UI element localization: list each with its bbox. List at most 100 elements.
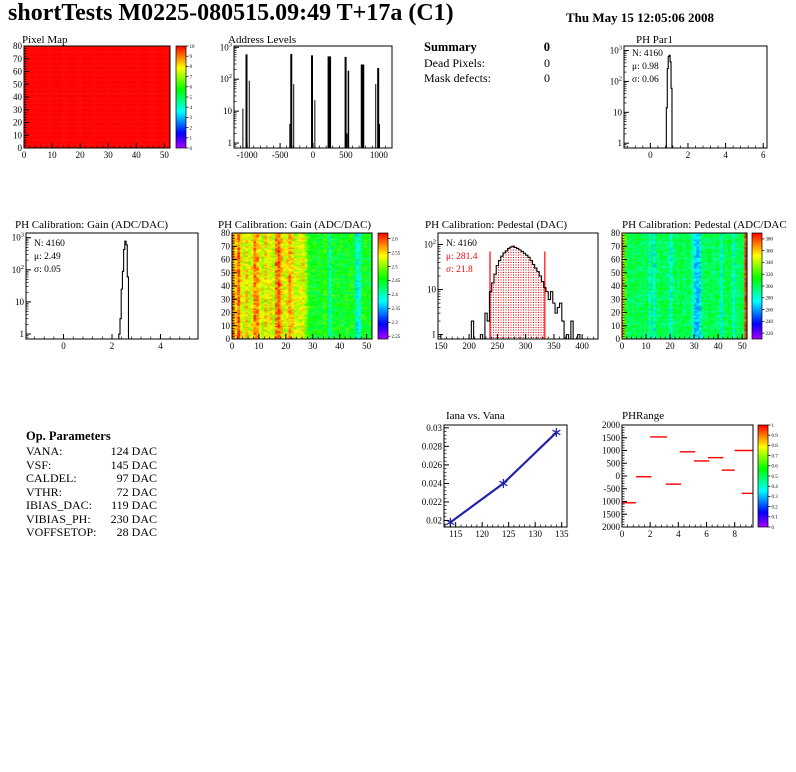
svg-text:0.028: 0.028 [422, 441, 443, 451]
svg-text:4: 4 [190, 106, 193, 111]
stat-line: σ: 21.8 [446, 265, 473, 275]
svg-text:-1000: -1000 [237, 150, 258, 160]
svg-text:500: 500 [339, 150, 353, 160]
svg-text:2.6: 2.6 [392, 237, 399, 242]
summary-panel: Summary 0 Dead Pixels: 0 Mask defects: 0 [424, 40, 550, 87]
row-value: 97 DAC [116, 471, 157, 485]
summary-heading-value: 0 [543, 40, 550, 54]
svg-text:2: 2 [648, 529, 653, 539]
chart-title: PH Par1 [636, 34, 673, 46]
address-levels-panel: Address Levels -1000 -500 0 500 1000 1 10 102 10… [210, 34, 400, 164]
svg-text:10: 10 [611, 321, 621, 331]
gain_map-plot: 0 10 20 30 40 50 0 10 20 30 40 50 60 70 80 2.25 2.3 2.35 2… [221, 228, 401, 351]
svg-text:0: 0 [616, 334, 621, 344]
svg-text:260: 260 [766, 308, 774, 313]
svg-text:20: 20 [666, 341, 676, 351]
svg-text:280: 280 [766, 297, 774, 302]
table-row: VANA: 124 DAC [26, 444, 157, 459]
pixel-map-panel: Pixel Map 0 10 20 30 40 50 0 10 20 30 40 50 60 70 80 0 1… [0, 34, 206, 164]
svg-text:0: 0 [620, 529, 625, 539]
chart-title: Address Levels [228, 34, 297, 46]
page-title: shortTests M0225-080515.09:49 T+17a (C1) [8, 0, 454, 26]
svg-text:0.6: 0.6 [772, 465, 779, 470]
ph_par1-plot: 0 2 4 6 1 10 102 103 [610, 45, 768, 160]
svg-text:40: 40 [221, 281, 231, 291]
svg-text:5: 5 [190, 96, 193, 101]
svg-text:30: 30 [308, 341, 318, 351]
svg-text:103: 103 [610, 45, 622, 56]
pedestal-hist-panel: PH Calibration: Pedestal (DAC) N: 4160 μ:… [410, 219, 610, 361]
svg-text:9: 9 [190, 55, 193, 60]
svg-text:0.4: 0.4 [772, 485, 779, 490]
stats-box: N: 4160 μ: 2.49 σ: 0.05 [34, 238, 65, 277]
svg-text:1: 1 [228, 138, 233, 148]
svg-text:7: 7 [190, 75, 193, 80]
svg-text:70: 70 [13, 54, 23, 64]
svg-text:340: 340 [766, 261, 774, 266]
row-value: 124 DAC [110, 444, 157, 458]
svg-text:-500: -500 [272, 150, 289, 160]
svg-text:2: 2 [686, 150, 691, 160]
svg-text:103: 103 [12, 232, 24, 243]
svg-text:300: 300 [766, 285, 774, 290]
gain-map-panel: PH Calibration: Gain (ADC/DAC) 0 10 20 30 40… [210, 219, 402, 361]
svg-text:130: 130 [528, 529, 542, 539]
summary-heading-row: Summary 0 [424, 40, 550, 56]
svg-text:300: 300 [519, 341, 533, 351]
svg-text:103: 103 [220, 41, 232, 52]
row-label: VOFFSETOP: [26, 525, 97, 539]
svg-text:1: 1 [20, 329, 25, 339]
stat-line: μ: 2.49 [34, 252, 61, 262]
svg-text:2000: 2000 [602, 522, 621, 532]
svg-text:70: 70 [611, 241, 621, 251]
svg-text:135: 135 [555, 529, 569, 539]
svg-text:10: 10 [427, 285, 437, 295]
table-row: Dead Pixels: 0 [424, 56, 550, 72]
gain_map-heatmap-cells [232, 233, 372, 339]
svg-text:2: 2 [110, 341, 115, 351]
chart-title: PH Calibration: Gain (ADC/DAC) [15, 219, 169, 231]
row-value: 72 DAC [116, 484, 157, 499]
svg-text:0.3: 0.3 [772, 495, 779, 500]
svg-text:6: 6 [190, 86, 193, 91]
svg-text:0: 0 [616, 471, 621, 481]
svg-text:2.25: 2.25 [392, 335, 401, 340]
svg-text:0: 0 [190, 147, 193, 152]
chart-title: PH Calibration: Pedestal (DAC) [425, 219, 568, 231]
svg-text:20: 20 [76, 150, 86, 160]
op-parameters-rows: VANA: 124 DAC VSF: 145 DAC CALDEL: 97 DAC VTHR… [26, 444, 157, 540]
svg-text:102: 102 [424, 239, 436, 250]
svg-text:0: 0 [226, 334, 231, 344]
phrange-panel: PHRange 0 2 4 6 8 2000 1500 1000 500 0 -500 1000 150… [596, 408, 796, 550]
svg-text:50: 50 [160, 150, 170, 160]
stat-line: μ: 0.98 [632, 62, 659, 72]
chart-title: PH Calibration: Gain (ADC/DAC) [218, 219, 372, 231]
svg-text:0: 0 [18, 143, 23, 153]
svg-text:102: 102 [220, 73, 232, 84]
svg-text:4: 4 [676, 529, 681, 539]
svg-text:10: 10 [48, 150, 58, 160]
row-label: VSF: [26, 457, 52, 472]
svg-text:2.4: 2.4 [392, 293, 399, 298]
svg-text:0.5: 0.5 [772, 475, 779, 480]
svg-text:0.1: 0.1 [772, 516, 779, 521]
svg-text:0: 0 [61, 341, 66, 351]
svg-text:0.02: 0.02 [426, 516, 442, 526]
address_levels-plot: -1000 -500 0 500 1000 1 10 102 103 [220, 41, 393, 160]
svg-text:1: 1 [190, 137, 193, 142]
row-label: Mask defects: [424, 71, 491, 85]
svg-text:6: 6 [761, 150, 766, 160]
svg-text:50: 50 [738, 341, 748, 351]
pedestal_hist-plot: 150 200 250 300 350 400 1 10 102 [424, 232, 599, 351]
svg-text:400: 400 [575, 341, 589, 351]
svg-text:60: 60 [13, 67, 23, 77]
svg-text:2: 2 [190, 126, 193, 131]
svg-text:0: 0 [772, 526, 775, 531]
table-row: VOFFSETOP: 28 DAC [26, 525, 157, 540]
svg-text:80: 80 [221, 228, 231, 238]
svg-text:10: 10 [613, 107, 623, 117]
svg-text:10: 10 [254, 341, 263, 351]
row-label: VIBIAS_PH: [26, 511, 91, 526]
svg-text:2.35: 2.35 [392, 307, 401, 312]
